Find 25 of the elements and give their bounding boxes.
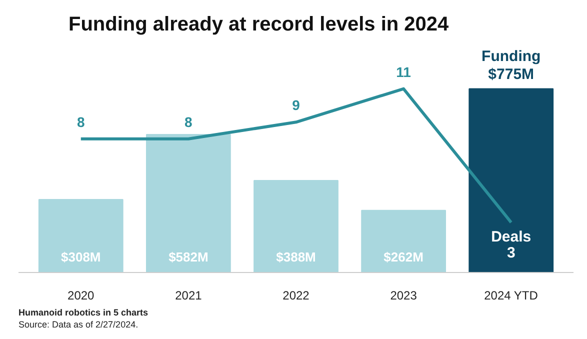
data-label: $388M	[276, 250, 316, 264]
x-tick-label: 2021	[175, 288, 202, 302]
x-tick-label: 2022	[282, 288, 310, 302]
bar	[361, 210, 446, 272]
text: Humanoid robotics in 5 charts	[18, 308, 148, 318]
bar	[146, 134, 231, 272]
bar	[254, 180, 338, 272]
data-label: $262M	[384, 250, 424, 264]
data-label: 8	[76, 114, 85, 130]
data-label: 8	[184, 114, 193, 130]
series-label: Funding	[482, 48, 541, 65]
data-label: $775M	[488, 66, 534, 83]
data-label: $308M	[61, 250, 101, 264]
data-label: 3	[506, 244, 516, 262]
data-label: $582M	[168, 250, 208, 264]
x-tick-label: 2020	[68, 288, 95, 302]
data-label: 9	[292, 97, 300, 114]
data-label: 11	[396, 64, 412, 80]
x-tick-label: 2024 YTD	[484, 288, 538, 302]
chart-title: Funding already at record levels in 2024	[68, 14, 450, 36]
series-label: Deals	[491, 228, 532, 246]
bar	[468, 88, 554, 272]
source-note: Source: Data as of 2/27/2024.	[18, 320, 138, 330]
bar	[38, 198, 124, 272]
x-tick-label: 2023	[390, 288, 418, 302]
